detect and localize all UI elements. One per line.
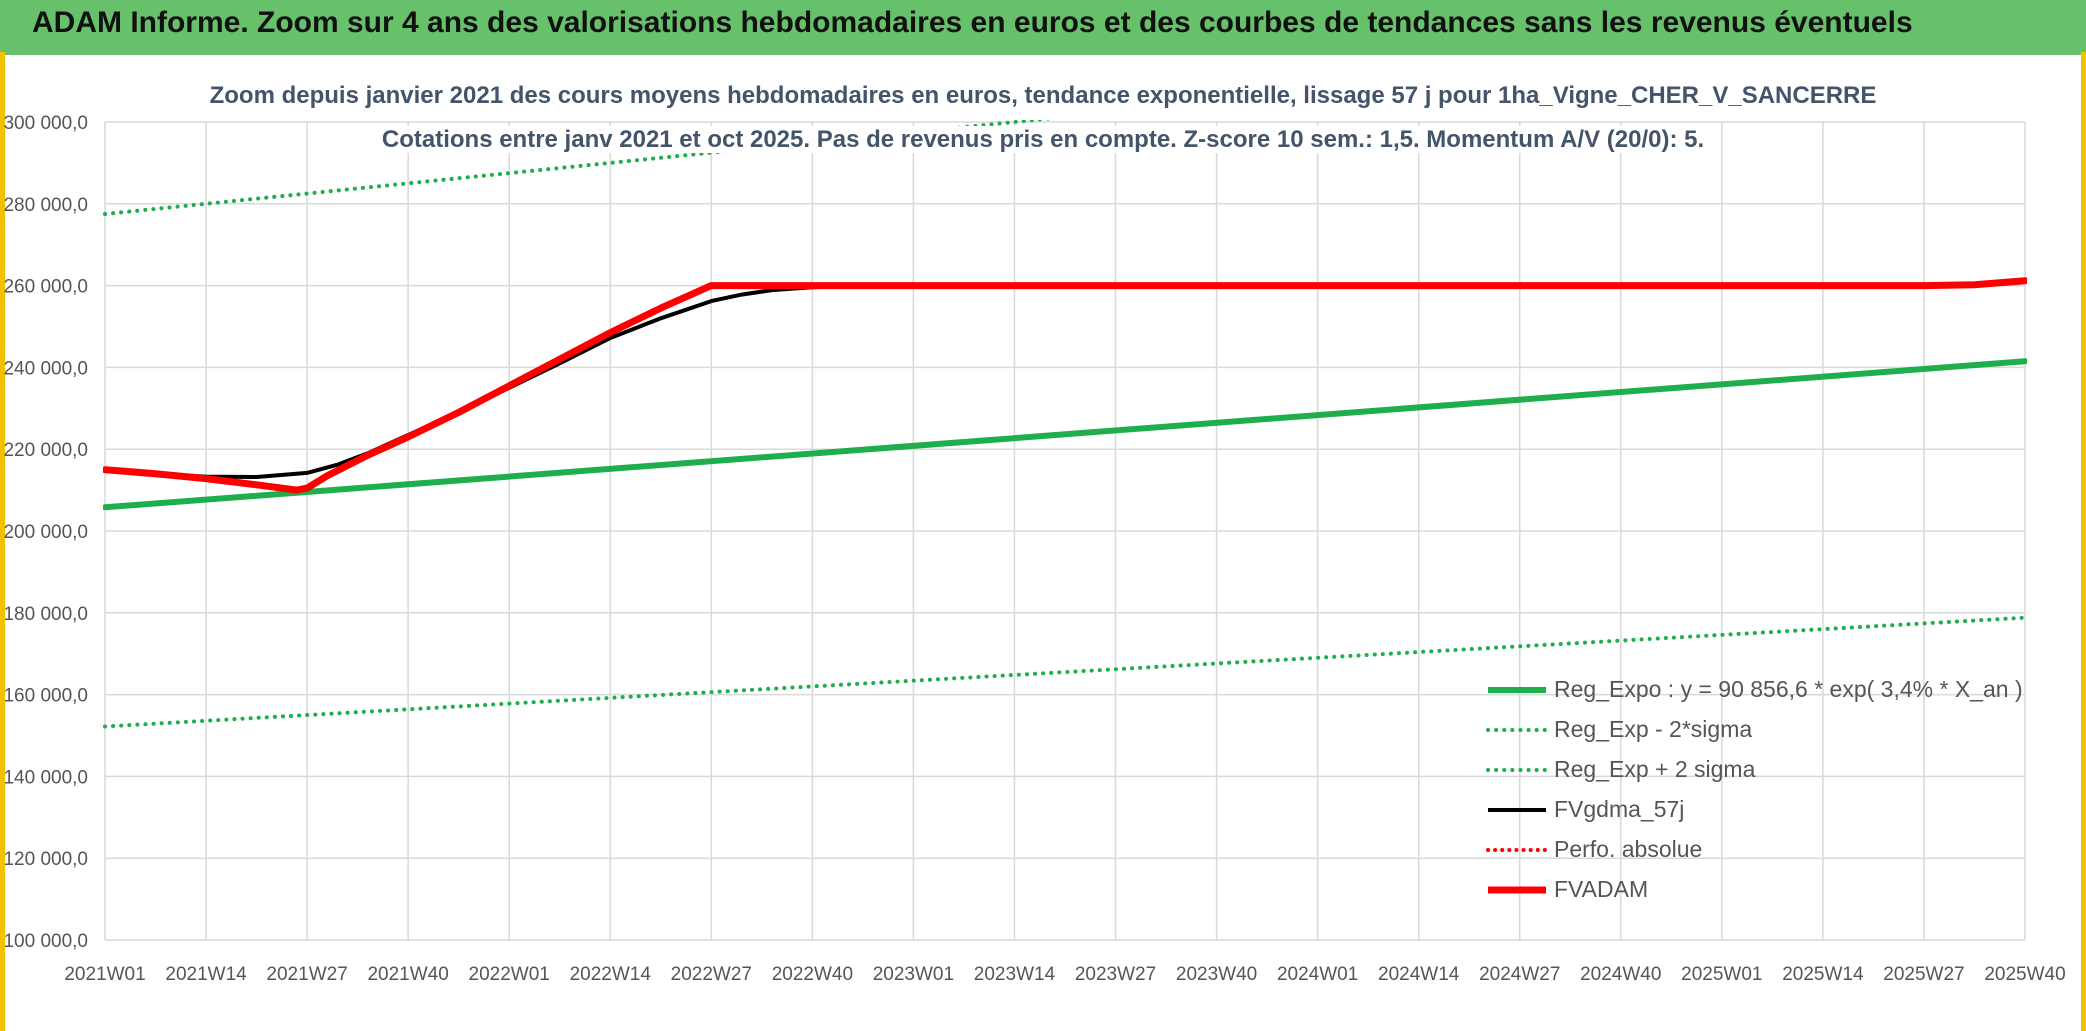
x-tick-label: 2023W40 [1176,964,1257,985]
chart-legend: Reg_Expo : y = 90 856,6 * exp( 3,4% * X_… [1486,676,2026,916]
series-line-3 [103,279,2027,479]
x-tick-label: 2022W40 [772,964,853,985]
legend-label-fvgdma: FVgdma_57j [1554,796,1685,822]
x-tick-label: 2024W40 [1580,964,1661,985]
chart-grid [104,121,2026,941]
x-tick-label: 2021W01 [64,964,145,985]
legend-label-perfo-absolue: Perfo. absolue [1554,836,1703,862]
right-accent-border [2081,52,2086,1031]
legend-item-perfo-absolue[interactable]: Perfo. absolue [1486,836,2026,876]
y-axis-ticks: 100 000,0 120 000,0 140 000,0 160 000,0 180 … [3,113,88,952]
y-tick-label: 180 000,0 [3,604,88,625]
x-tick-label: 2022W27 [671,964,752,985]
legend-item-fvadam[interactable]: FVADAM [1486,876,2026,916]
y-tick-label: 160 000,0 [3,686,88,707]
legend-swatch-fvgdma [1488,808,1546,812]
y-tick-label: 280 000,0 [3,195,88,216]
x-tick-label: 2025W27 [1883,964,1964,985]
x-tick-label: 2025W40 [1984,964,2065,985]
x-tick-label: 2025W01 [1681,964,1762,985]
y-tick-label: 100 000,0 [3,931,88,952]
series-line-5 [103,277,2027,494]
x-tick-label: 2021W27 [266,964,347,985]
chart-title-wrap: Zoom depuis janvier 2021 des cours moyen… [0,82,2086,110]
legend-swatch-reg-exp-plus [1486,768,1548,772]
chart-subtitle-wrap: Cotations entre janv 2021 et oct 2025. P… [0,126,2086,154]
legend-item-reg-expo[interactable]: Reg_Expo : y = 90 856,6 * exp( 3,4% * X_… [1486,676,2026,716]
left-accent-border [0,52,5,1031]
legend-label-reg-exp-minus: Reg_Exp - 2*sigma [1554,716,1753,742]
legend-swatch-perfo-absolue [1486,848,1548,852]
x-tick-label: 2024W14 [1378,964,1460,985]
y-tick-label: 260 000,0 [3,277,88,298]
legend-item-reg-exp-minus[interactable]: Reg_Exp - 2*sigma [1486,716,2026,756]
x-tick-label: 2023W27 [1075,964,1156,985]
legend-label-reg-expo: Reg_Expo : y = 90 856,6 * exp( 3,4% * X_… [1554,676,2023,702]
legend-swatch-reg-expo [1488,687,1546,693]
x-tick-label: 2024W01 [1277,964,1358,985]
legend-item-fvgdma[interactable]: FVgdma_57j [1486,796,2026,836]
chart-series [103,120,2027,729]
chart-title: Zoom depuis janvier 2021 des cours moyen… [197,82,1889,109]
x-tick-label: 2025W14 [1782,964,1864,985]
legend-swatch-fvadam [1488,886,1546,894]
series-line-1 [103,615,2027,729]
y-tick-label: 220 000,0 [3,440,88,461]
x-axis-ticks: 2021W01 2021W14 2021W27 2021W40 2022W01 2022W… [64,964,2065,985]
title-banner: ADAM Informe. Zoom sur 4 ans des valoris… [0,0,2086,55]
y-tick-label: 240 000,0 [3,358,88,379]
series-line-2 [103,120,1055,216]
legend-label-reg-exp-plus: Reg_Exp + 2 sigma [1554,756,1756,782]
x-tick-label: 2023W14 [974,964,1056,985]
x-tick-label: 2024W27 [1479,964,1560,985]
legend-swatch-reg-exp-minus [1486,728,1548,732]
x-tick-label: 2023W01 [873,964,954,985]
y-tick-label: 200 000,0 [3,522,88,543]
x-tick-label: 2021W40 [367,964,448,985]
legend-item-reg-exp-plus[interactable]: Reg_Exp + 2 sigma [1486,756,2026,796]
y-tick-label: 300 000,0 [3,113,88,134]
banner-title: ADAM Informe. Zoom sur 4 ans des valoris… [32,6,1913,39]
x-tick-label: 2022W01 [469,964,550,985]
y-tick-label: 140 000,0 [3,767,88,788]
x-tick-label: 2022W14 [570,964,652,985]
x-tick-label: 2021W14 [165,964,247,985]
series-line-0 [103,358,2027,511]
legend-label-fvadam: FVADAM [1554,876,1649,902]
y-tick-label: 120 000,0 [3,849,88,870]
chart-subtitle: Cotations entre janv 2021 et oct 2025. P… [369,126,1717,153]
